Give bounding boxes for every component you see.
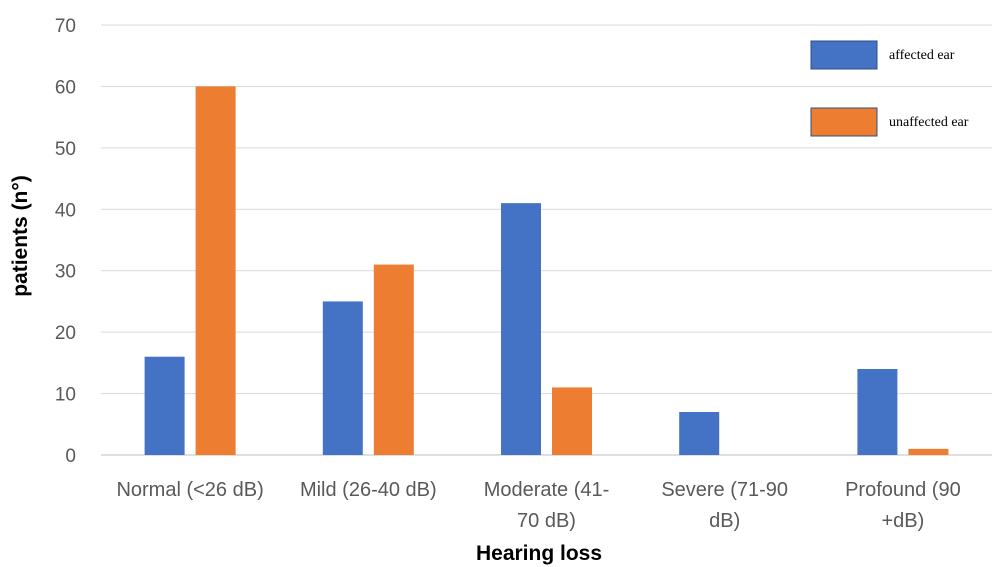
legend-label: unaffected ear [889, 115, 969, 130]
x-category-label: 70 dB) [517, 510, 576, 532]
legend-swatch [810, 40, 878, 70]
legend-label: affected ear [889, 48, 955, 63]
bar-affected-ear [144, 356, 185, 455]
legend: affected ear unaffected ear [810, 40, 969, 137]
bars [144, 86, 949, 455]
y-tick-label: 10 [55, 385, 76, 406]
y-tick-label: 0 [65, 446, 76, 467]
x-category-label: +dB) [881, 510, 924, 532]
x-category-label: Profound (90 [845, 479, 961, 501]
bar-affected-ear [679, 412, 720, 455]
bar-affected-ear [857, 369, 898, 455]
bar-unaffected-ear [908, 448, 949, 455]
x-category-label: Normal (<26 dB) [116, 479, 263, 501]
y-axis-title: patients (n°) [9, 175, 32, 297]
y-tick-label: 20 [55, 323, 76, 344]
bar-unaffected-ear [195, 86, 236, 455]
legend-swatch [810, 107, 878, 137]
y-tick-label: 50 [55, 139, 76, 160]
bar-affected-ear [322, 301, 363, 455]
x-category-label: Mild (26-40 dB) [300, 479, 437, 501]
x-category-label: dB) [709, 510, 740, 532]
bar-unaffected-ear [373, 264, 414, 455]
x-category-label: Moderate (41- [484, 479, 610, 501]
y-tick-label: 40 [55, 200, 76, 221]
bar-unaffected-ear [552, 387, 592, 455]
x-axis-title: Hearing loss [476, 542, 602, 565]
x-category-label: Severe (71-90 [661, 479, 788, 501]
y-tick-label: 60 [55, 77, 76, 98]
bar-affected-ear [501, 203, 541, 455]
y-tick-label: 30 [55, 262, 76, 283]
x-axis-categories: Normal (<26 dB) Mild (26-40 dB) Moderate (… [116, 479, 960, 532]
y-axis-ticks: 0 10 20 30 40 50 60 70 [55, 16, 76, 467]
y-tick-label: 70 [55, 16, 76, 37]
gridlines [101, 24, 992, 456]
